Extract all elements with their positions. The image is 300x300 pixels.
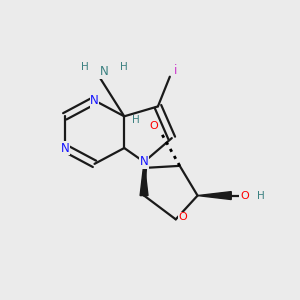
Text: H: H <box>120 62 128 72</box>
Text: N: N <box>100 65 109 78</box>
Text: O: O <box>240 190 249 201</box>
Polygon shape <box>198 192 231 200</box>
Polygon shape <box>140 162 148 196</box>
Text: N: N <box>60 142 69 154</box>
Text: N: N <box>90 94 99 107</box>
Text: i: i <box>174 64 177 77</box>
Text: H: H <box>132 115 140 125</box>
Text: H: H <box>81 62 88 72</box>
Text: O: O <box>178 212 187 222</box>
Text: H: H <box>257 190 265 201</box>
Text: O: O <box>150 121 158 131</box>
Text: N: N <box>140 155 148 168</box>
